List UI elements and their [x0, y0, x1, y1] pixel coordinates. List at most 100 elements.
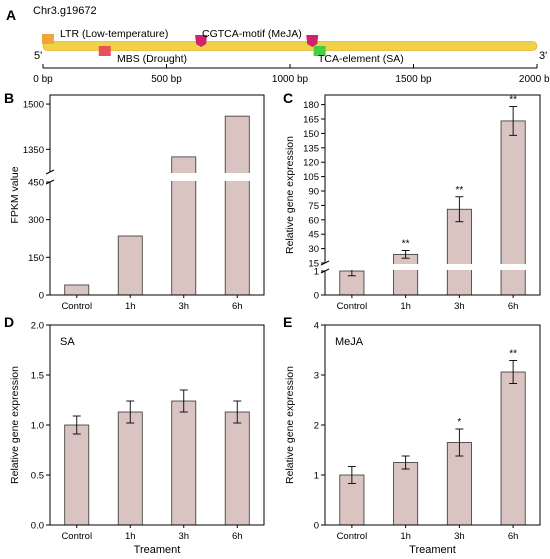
x-tick-label: 3h [178, 301, 189, 312]
y-tick-label: 60 [308, 215, 319, 226]
y-tick-label: 45 [308, 230, 319, 241]
y-tick-label: 150 [303, 129, 319, 140]
y-tick-label: 90 [308, 187, 319, 198]
bar [64, 284, 90, 296]
y-tick-label: 15 [308, 259, 319, 270]
cis-element-label: MBS (Drought) [117, 53, 187, 65]
promoter-map: 5' 3' 0 bp 500 bp 1000 bp 1500 bp 2000 bp LTR (… [33, 28, 550, 85]
x-tick-label: 6h [508, 531, 519, 542]
y-tick-label: 165 [303, 115, 319, 126]
y-tick-label: 3 [314, 371, 319, 382]
plot-frame [49, 94, 265, 296]
y-tick-label: 0.0 [31, 521, 44, 532]
x-tick-label: 6h [232, 301, 243, 312]
x-tick-label: 3h [454, 301, 465, 312]
y-tick-label: 0 [39, 291, 44, 302]
bar [224, 115, 250, 296]
y-tick-label: 4 [314, 321, 319, 332]
three-prime-label: 3' [539, 50, 547, 62]
treatment-label: MeJA [335, 336, 364, 348]
y-tick-label: 300 [28, 215, 44, 226]
bar [393, 462, 419, 526]
significance-marker: * [457, 417, 461, 428]
cis-element-marker [41, 34, 54, 44]
axis-break-band [51, 173, 263, 181]
y-tick-label: 0 [314, 521, 319, 532]
promoter-axis-tick-label: 2000 bp [519, 74, 550, 85]
bar [446, 208, 472, 296]
x-tick-label: 6h [232, 531, 243, 542]
x-tick-label: 1h [125, 301, 136, 312]
y-tick-label: 150 [28, 253, 44, 264]
axis-break-gap [322, 263, 328, 271]
y-tick-label: 1500 [23, 100, 44, 111]
meja-bar-chart: Control 1h * 3h ** 6h 0 1 2 3 4 Relative gene expre… [284, 321, 541, 556]
axis-break-gap [47, 172, 53, 182]
bar [500, 371, 526, 526]
panel-label-a: A [6, 7, 16, 23]
y-axis-label: Relative gene expression [284, 136, 296, 254]
y-tick-label: 1.5 [31, 371, 44, 382]
bar [393, 253, 419, 296]
y-tick-label: 450 [28, 178, 44, 189]
y-tick-label: 1 [314, 471, 319, 482]
y-axis-label: FPKM value [9, 166, 21, 223]
bar [64, 424, 90, 526]
y-tick-label: 75 [308, 201, 319, 212]
axis-break-mark [45, 169, 55, 175]
y-tick-label: 1350 [23, 145, 44, 156]
cis-element-marker [306, 35, 319, 47]
promoter-axis-tick-label: 500 bp [151, 74, 182, 85]
bar [117, 411, 143, 526]
five-prime-label: 5' [34, 50, 42, 62]
cis-element-marker [313, 46, 326, 56]
relative-expression-bar-chart: Control ** 1h ** 3h ** 6h 0 115 30 45 60 75 90 105 120 1… [284, 94, 541, 312]
x-tick-label: Control [337, 531, 368, 542]
bar [171, 400, 197, 526]
fpkm-bar-chart: Control 1h 3h 6h 0 150 300 450 1350 1500 FPKM valu… [9, 94, 265, 312]
panel-label-d: D [4, 314, 14, 330]
y-tick-label: 2.0 [31, 321, 44, 332]
significance-marker: ** [402, 239, 410, 250]
y-tick-label: 180 [303, 100, 319, 111]
panel-label-b: B [4, 90, 14, 106]
x-tick-label: 1h [400, 531, 411, 542]
significance-marker: ** [509, 95, 517, 106]
chromosome-bar [42, 41, 538, 51]
promoter-axis-tick-label: 1500 bp [395, 74, 432, 85]
cis-element-marker [195, 35, 208, 47]
promoter-axis-tick-label: 1000 bp [272, 74, 309, 85]
y-tick-label: 30 [308, 244, 319, 255]
x-tick-label: Control [337, 301, 368, 312]
treatment-label: SA [60, 336, 75, 348]
x-tick-label: 6h [508, 301, 519, 312]
x-tick-label: 1h [400, 301, 411, 312]
y-axis-label: Relative gene expression [284, 366, 296, 484]
y-tick-label: 105 [303, 172, 319, 183]
y-tick-label: 120 [303, 158, 319, 169]
significance-marker: ** [455, 185, 463, 196]
axis-break-band [326, 264, 539, 270]
bar [117, 235, 143, 296]
significance-marker: ** [509, 349, 517, 360]
x-axis-label: Treament [409, 544, 456, 556]
panel-label-c: C [283, 90, 293, 106]
y-tick-label: 135 [303, 143, 319, 154]
x-tick-label: 1h [125, 531, 136, 542]
x-axis-label: Treament [134, 544, 181, 556]
panel-label-e: E [283, 314, 292, 330]
cis-element-label: CGTCA-motif (MeJA) [202, 28, 302, 40]
y-axis-label: Relative gene expression [9, 366, 21, 484]
plot-frame [324, 94, 541, 296]
cis-element-label: TCA-element (SA) [318, 53, 404, 65]
gene-id: Chr3.g19672 [33, 5, 97, 17]
x-tick-label: Control [61, 531, 92, 542]
y-tick-label: 1.0 [31, 421, 44, 432]
promoter-axis-tick-label: 0 bp [33, 74, 53, 85]
y-tick-label: 1 [314, 267, 319, 278]
y-tick-label: 0 [314, 291, 319, 302]
cis-element-marker [98, 46, 111, 56]
y-tick-label: 0.5 [31, 471, 44, 482]
y-tick-label: 2 [314, 421, 319, 432]
